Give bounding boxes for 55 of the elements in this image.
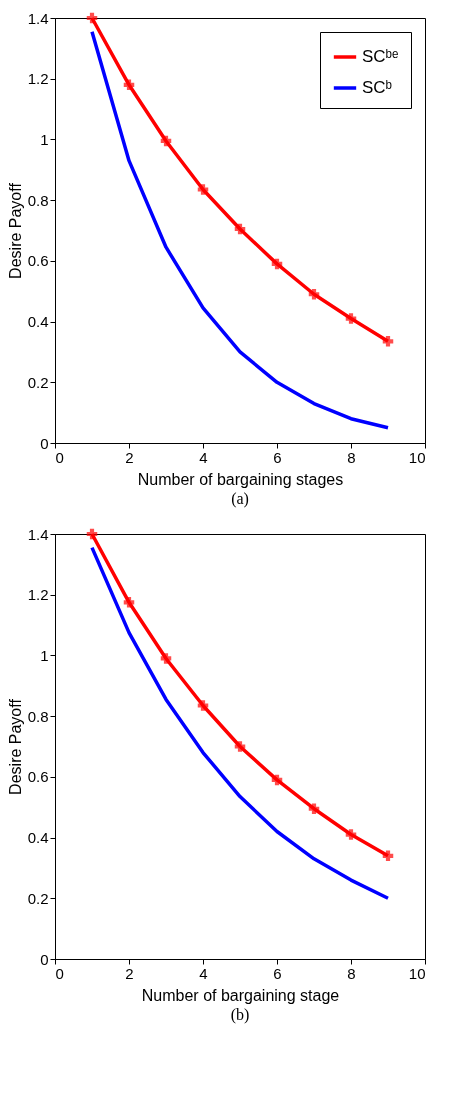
y-tick-label: 1.2 (27, 70, 49, 88)
point (160, 135, 172, 147)
y-tick-label: 0 (40, 434, 49, 452)
x-axis-title: Number of bargaining stages (137, 470, 344, 488)
x-tick-label: 8 (347, 448, 356, 466)
y-tick-label: 1.2 (27, 586, 49, 604)
x-tick-label: 8 (347, 964, 356, 982)
point (345, 313, 357, 324)
text: (a) (231, 490, 249, 508)
point (160, 653, 172, 664)
point (308, 803, 320, 814)
x-tick-label: 4 (199, 964, 208, 982)
y-axis-title: Desire Payoff (6, 698, 24, 795)
x-tick-label: 0 (55, 448, 64, 466)
y-tick-label: 0.4 (27, 829, 49, 847)
point (86, 528, 98, 540)
y-tick-label: 0.4 (27, 313, 49, 331)
point (234, 223, 246, 235)
text: (b) (230, 1006, 250, 1024)
point (123, 79, 135, 91)
y-tick-label: 0.2 (27, 373, 49, 391)
x-tick-label: 10 (408, 964, 426, 982)
legend-label: SCᵇᵉ (362, 47, 399, 66)
x-tick-label: 4 (199, 448, 208, 466)
point (345, 829, 357, 840)
point (234, 741, 246, 752)
x-tick-label: 6 (273, 964, 282, 982)
point (382, 850, 394, 862)
y-tick-label: 0.6 (27, 768, 49, 786)
x-tick-label: 10 (408, 448, 426, 466)
y-tick-label: 0.6 (27, 252, 49, 270)
point (123, 597, 135, 608)
x-tick-label: 2 (125, 964, 134, 982)
y-tick-label: 1 (40, 130, 49, 148)
point (382, 336, 394, 347)
x-tick-label: 6 (273, 448, 282, 466)
y-tick-label: 1 (40, 646, 49, 664)
y-tick-label: 1.4 (27, 525, 49, 543)
line-series (90, 545, 390, 901)
y-axis-title: Desire Payoff (6, 182, 24, 279)
x-axis-title: Number of bargaining stage (141, 986, 340, 1004)
legend-label: SCᵇ (362, 78, 393, 97)
point (197, 700, 209, 711)
point (271, 774, 283, 786)
point (197, 184, 209, 195)
x-tick-label: 0 (55, 964, 64, 982)
point (271, 258, 283, 270)
point (86, 12, 98, 24)
y-tick-label: 1.4 (27, 9, 49, 27)
y-tick-label: 0 (40, 950, 49, 968)
y-tick-label: 0.8 (27, 191, 49, 209)
y-tick-label: 0.2 (27, 889, 49, 907)
point (308, 289, 320, 300)
y-tick-label: 0.8 (27, 707, 49, 725)
x-tick-label: 2 (125, 448, 134, 466)
